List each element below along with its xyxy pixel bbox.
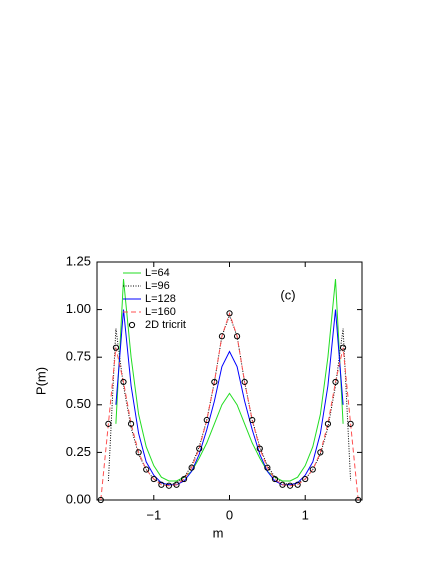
data-point (355, 496, 362, 504)
data-point (188, 464, 195, 471)
legend-label: 2D tricrit (145, 319, 186, 331)
y-tick-label: 1.25 (66, 253, 91, 268)
legend-entry: L=64 (123, 267, 170, 279)
x-axis-label: m (213, 525, 224, 540)
data-point (279, 481, 286, 488)
series-line (107, 313, 352, 486)
data-point (158, 481, 165, 488)
data-point (233, 333, 241, 340)
data-point (264, 464, 271, 471)
data-point (294, 481, 301, 488)
data-point (249, 416, 256, 424)
data-point (302, 475, 309, 483)
y-axis-label: P(m) (33, 367, 48, 395)
data-point (203, 416, 210, 424)
series-line (115, 279, 344, 482)
data-point (241, 378, 248, 386)
legend-entry: L=128 (123, 293, 176, 305)
x-tick-label: −1 (146, 507, 161, 522)
y-tick-label: 0.25 (66, 444, 91, 459)
series-line (115, 309, 344, 486)
legend-label: L=96 (145, 280, 170, 292)
data-point (105, 420, 112, 427)
data-point (180, 475, 188, 483)
data-point (165, 482, 173, 489)
y-tick-label: 0.00 (66, 491, 91, 506)
legend-entry: L=96 (123, 280, 170, 292)
data-point (226, 310, 233, 317)
legend-label: L=128 (145, 293, 176, 305)
annotation: (c) (280, 287, 295, 302)
data-point (309, 466, 316, 473)
data-point (97, 496, 104, 504)
plot-frame (96, 261, 363, 501)
data-point (196, 445, 203, 452)
y-tick-label: 0.75 (66, 349, 91, 364)
data-point (347, 420, 354, 427)
data-point (120, 378, 127, 386)
data-point (332, 378, 339, 386)
data-point (150, 475, 157, 483)
data-point (127, 420, 135, 427)
legend-entry: 2D tricrit (128, 319, 186, 331)
x-tick-label: 1 (302, 507, 309, 522)
x-tick-label: 0 (226, 507, 233, 522)
data-point (211, 378, 218, 386)
data-point (256, 445, 263, 452)
data-point (112, 344, 120, 351)
legend-marker (128, 321, 136, 329)
data-point (173, 481, 180, 488)
data-point (271, 475, 279, 483)
y-tick-label: 0.50 (66, 396, 91, 411)
data-point (339, 344, 347, 351)
data-point (286, 482, 294, 489)
legend-label: L=160 (145, 306, 176, 318)
data-point (218, 333, 226, 340)
legend-entry: L=160 (123, 306, 176, 318)
data-point (135, 449, 142, 456)
data-point (317, 449, 324, 456)
series-line (100, 311, 359, 501)
y-tick-label: 1.00 (66, 301, 91, 316)
data-point (143, 466, 150, 473)
data-point (324, 420, 332, 427)
legend-label: L=64 (145, 267, 170, 279)
